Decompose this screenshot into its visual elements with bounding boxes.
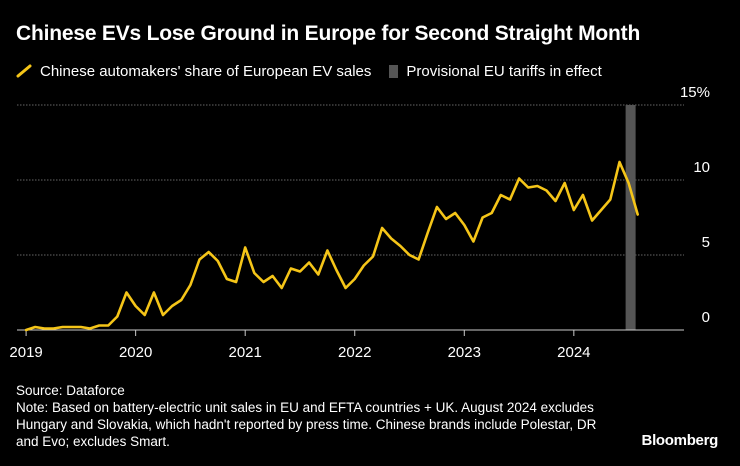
- y-tick-label-15: 15%: [680, 84, 710, 101]
- footer: Source: Dataforce Note: Based on battery…: [16, 382, 606, 450]
- tariff-band: [625, 105, 636, 330]
- legend-band-label: Provisional EU tariffs in effect: [406, 62, 602, 80]
- legend-band-swatch-icon: [389, 64, 399, 78]
- y-tick-label-10: 10: [693, 159, 710, 176]
- y-tick-label-0: 0: [702, 309, 710, 326]
- x-tick-label-2021: 2021: [229, 344, 262, 361]
- x-tick-label-2024: 2024: [557, 344, 590, 361]
- legend-item-band: Provisional EU tariffs in effect: [389, 62, 602, 80]
- chart-title: Chinese EVs Lose Ground in Europe for Se…: [16, 22, 641, 45]
- series-line-0: [24, 160, 640, 332]
- y-tick-label-5: 5: [702, 234, 710, 251]
- bloomberg-logo: Bloomberg: [641, 432, 719, 449]
- line-chart: 0 5 10 15% 2019 2020 2021 2022 2023 2024: [9, 84, 710, 361]
- legend-item-series: Chinese automakers' share of European EV…: [16, 63, 371, 80]
- source-text: Source: Dataforce: [16, 383, 125, 398]
- x-tick-label-2020: 2020: [119, 344, 152, 361]
- legend-series-label: Chinese automakers' share of European EV…: [40, 62, 372, 80]
- x-tick-label-2022: 2022: [338, 344, 371, 361]
- legend: Chinese automakers' share of European EV…: [16, 62, 620, 80]
- note-text: Note: Based on battery-electric unit sal…: [16, 400, 597, 449]
- x-tick-label-2019: 2019: [9, 344, 42, 361]
- x-tick-label-2023: 2023: [448, 344, 481, 361]
- legend-line-swatch-icon: [16, 64, 32, 78]
